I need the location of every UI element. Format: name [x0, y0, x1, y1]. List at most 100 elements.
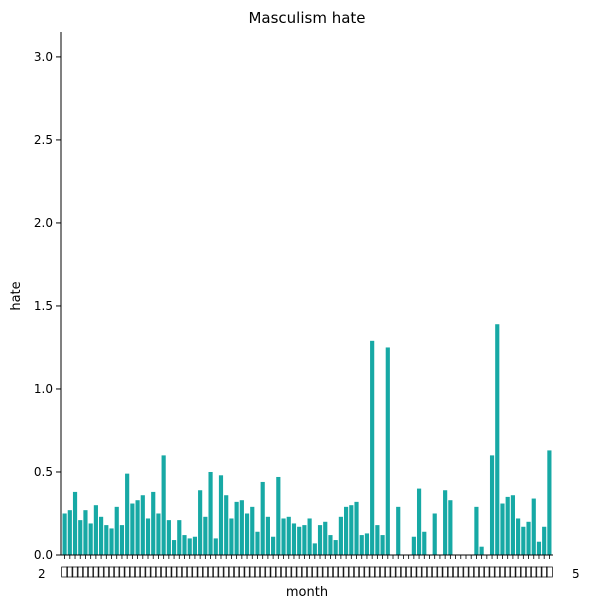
x-tick-label-glyph — [129, 566, 136, 578]
y-tick-label: 0.0 — [34, 548, 53, 562]
bar — [443, 490, 448, 555]
bar — [323, 521, 328, 555]
bar — [151, 491, 156, 555]
bar — [218, 475, 224, 555]
x-tick-label-glyph — [290, 566, 298, 578]
x-tick-label-glyph — [452, 566, 459, 578]
x-tick-label-glyph — [337, 566, 345, 578]
bar — [255, 531, 260, 555]
x-tick-text-start: 2 — [38, 567, 46, 581]
x-tick-label-glyph — [332, 566, 340, 578]
bar — [516, 518, 521, 555]
x-tick-label-glyph — [181, 566, 188, 578]
bar — [239, 500, 244, 555]
x-tick-label-glyph — [113, 566, 121, 578]
x-tick-label-glyph — [243, 566, 251, 578]
x-tick-label-glyph — [447, 566, 454, 578]
x-tick-label-glyph — [514, 566, 522, 578]
x-tick-label-glyph — [457, 566, 465, 578]
x-tick-label-glyph — [118, 566, 126, 578]
x-tick-label-glyph — [535, 566, 543, 578]
x-tick-label-glyph — [363, 566, 371, 578]
x-tick-label-glyph — [546, 566, 553, 578]
x-tick-label-glyph — [274, 566, 282, 578]
x-tick-label-glyph — [207, 566, 214, 578]
x-tick-label-glyph — [426, 566, 433, 578]
x-tick-label-glyph — [92, 566, 100, 578]
bar — [359, 535, 364, 555]
x-tick-label-glyph — [269, 566, 277, 578]
bar — [297, 526, 302, 555]
bar — [187, 538, 192, 555]
bar — [67, 510, 72, 555]
x-tick-label-glyph — [175, 566, 183, 578]
bar — [72, 491, 78, 555]
x-tick-label-glyph — [389, 566, 397, 578]
bar — [161, 455, 166, 555]
bar — [109, 528, 114, 555]
x-tick-label-glyph — [301, 566, 308, 578]
x-tick-label-glyph — [306, 566, 313, 578]
x-tick-label-glyph — [394, 566, 402, 578]
x-tick-label-glyph — [488, 566, 496, 578]
bar — [364, 533, 370, 555]
bar — [145, 518, 151, 555]
bar — [448, 500, 453, 555]
x-tick-label-glyph — [368, 566, 376, 578]
x-tick-label-glyph — [493, 566, 501, 578]
bar — [489, 455, 495, 555]
bar — [349, 505, 354, 555]
bar — [526, 521, 531, 555]
x-tick-label-glyph — [186, 566, 194, 578]
bar — [114, 506, 119, 555]
y-ticks-group: 0.0 0.5 1.0 1.5 2.0 2.5 3.0 — [34, 50, 61, 562]
x-tick-label-glyph — [149, 566, 157, 578]
bar — [88, 523, 93, 555]
bar — [312, 543, 317, 555]
x-tick-label-glyph — [238, 566, 246, 578]
bar — [317, 525, 323, 555]
bar — [229, 518, 234, 555]
x-tick-label-glyph — [410, 566, 418, 578]
bar — [500, 503, 505, 555]
bar — [416, 488, 422, 555]
bar — [83, 510, 88, 555]
bar — [156, 513, 161, 555]
x-tick-label-glyph — [358, 566, 366, 578]
bar — [119, 525, 125, 555]
x-tick-label-glyph — [196, 566, 204, 578]
bar — [135, 500, 140, 555]
x-tick-label-glyph — [280, 566, 287, 578]
x-tick-label-glyph — [285, 566, 293, 578]
x-tick-label-glyph — [478, 566, 485, 578]
bar — [302, 525, 307, 555]
x-tick-label-glyph — [202, 566, 209, 578]
x-tick-label-glyph — [405, 566, 412, 578]
x-tick-label-glyph — [311, 566, 319, 578]
x-tick-label-glyph — [134, 566, 141, 578]
bar — [479, 546, 484, 555]
x-tick-label-glyph — [415, 566, 423, 578]
bar — [234, 501, 239, 555]
bar — [385, 347, 390, 555]
bar — [62, 513, 67, 555]
bar — [338, 516, 343, 555]
x-tick-text-end: 5 — [572, 567, 580, 581]
bar — [250, 506, 255, 555]
x-tick-label-glyph — [321, 566, 329, 578]
x-tick-label-glyph — [295, 566, 303, 578]
y-tick-label: 1.0 — [34, 382, 53, 396]
bar — [213, 538, 218, 555]
bar — [510, 495, 515, 555]
bar — [474, 506, 479, 555]
x-tick-label-glyph — [342, 566, 350, 578]
x-tick-label-glyph — [400, 566, 407, 578]
bar — [130, 503, 135, 555]
bar — [531, 498, 536, 555]
x-tick-label-glyph — [462, 566, 470, 578]
x-tick-label-glyph — [379, 566, 386, 578]
bar — [542, 526, 547, 555]
y-tick-label: 2.0 — [34, 216, 53, 230]
chart-title: Masculism hate — [248, 9, 365, 27]
